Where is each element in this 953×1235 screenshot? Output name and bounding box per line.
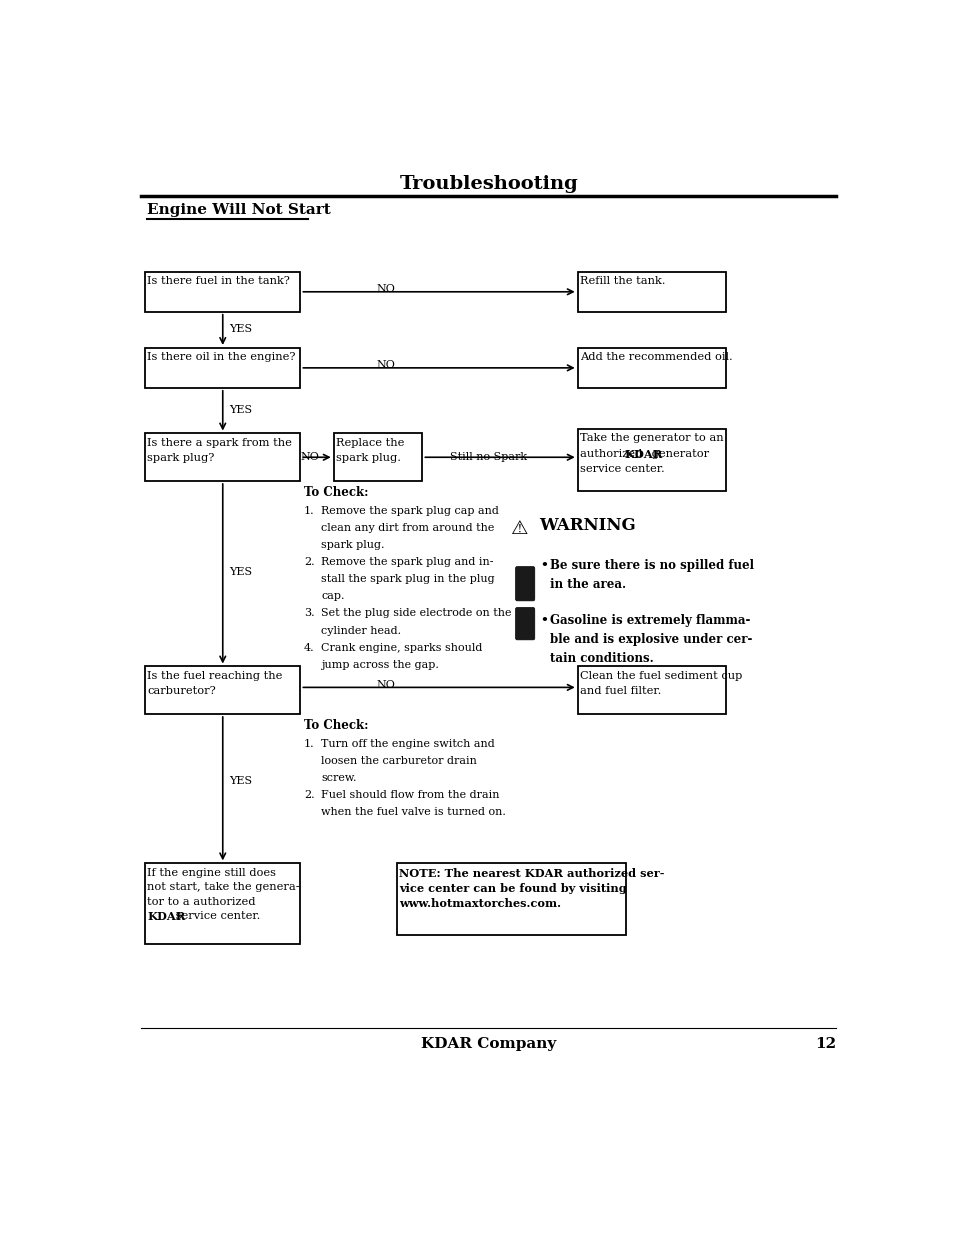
Text: 1.: 1. <box>304 506 314 516</box>
Text: •: • <box>540 614 548 627</box>
FancyBboxPatch shape <box>577 429 724 490</box>
Text: 1.: 1. <box>304 739 314 748</box>
Text: screw.: screw. <box>321 773 356 783</box>
Text: KDAR: KDAR <box>623 448 661 459</box>
Text: NO: NO <box>300 452 319 462</box>
Text: Engine Will Not Start: Engine Will Not Start <box>147 203 331 217</box>
Text: KDAR: KDAR <box>147 911 186 921</box>
Text: service center.: service center. <box>172 911 260 921</box>
FancyBboxPatch shape <box>577 348 724 388</box>
Text: Still no Spark: Still no Spark <box>450 452 527 462</box>
Text: cylinder head.: cylinder head. <box>321 626 401 636</box>
Text: service center.: service center. <box>579 464 664 474</box>
Text: spark plug.: spark plug. <box>321 540 384 550</box>
Text: Be sure there is no spilled fuel: Be sure there is no spilled fuel <box>550 559 754 572</box>
Text: YES: YES <box>229 324 252 335</box>
FancyBboxPatch shape <box>145 348 300 388</box>
Text: To Check:: To Check: <box>304 719 368 732</box>
Text: If the engine still does: If the engine still does <box>147 868 276 878</box>
FancyBboxPatch shape <box>145 863 300 944</box>
FancyBboxPatch shape <box>577 272 724 311</box>
Text: clean any dirt from around the: clean any dirt from around the <box>321 522 494 532</box>
Text: YES: YES <box>229 567 252 577</box>
Text: stall the spark plug in the plug: stall the spark plug in the plug <box>321 574 495 584</box>
Text: www.hotmaxtorches.com.: www.hotmaxtorches.com. <box>398 899 560 909</box>
Text: authorized: authorized <box>579 448 645 458</box>
Text: Gasoline is extremely flamma-: Gasoline is extremely flamma- <box>550 614 750 627</box>
Text: Replace the: Replace the <box>335 438 404 448</box>
Text: Turn off the engine switch and: Turn off the engine switch and <box>321 739 495 748</box>
Text: carburetor?: carburetor? <box>147 687 216 697</box>
Text: in the area.: in the area. <box>550 578 626 592</box>
Text: Take the generator to an: Take the generator to an <box>579 433 722 443</box>
Text: Add the recommended oil.: Add the recommended oil. <box>579 352 732 362</box>
Text: generator: generator <box>647 448 708 458</box>
Text: cap.: cap. <box>321 592 344 601</box>
Text: spark plug.: spark plug. <box>335 453 400 463</box>
Text: Remove the spark plug and in-: Remove the spark plug and in- <box>321 557 493 567</box>
FancyBboxPatch shape <box>145 667 300 714</box>
Text: when the fuel valve is turned on.: when the fuel valve is turned on. <box>321 808 505 818</box>
Text: 2.: 2. <box>304 790 314 800</box>
FancyBboxPatch shape <box>515 608 535 640</box>
Text: Is there fuel in the tank?: Is there fuel in the tank? <box>147 275 290 285</box>
Text: •: • <box>540 559 548 572</box>
FancyBboxPatch shape <box>145 272 300 311</box>
Text: vice center can be found by visiting: vice center can be found by visiting <box>398 883 626 894</box>
FancyBboxPatch shape <box>515 567 535 601</box>
Text: NOTE: The nearest KDAR authorized ser-: NOTE: The nearest KDAR authorized ser- <box>398 868 663 879</box>
Text: YES: YES <box>229 405 252 415</box>
FancyBboxPatch shape <box>396 863 625 935</box>
Text: To Check:: To Check: <box>304 485 368 499</box>
Text: tor to a authorized: tor to a authorized <box>147 897 255 906</box>
Text: not start, take the genera-: not start, take the genera- <box>147 882 299 893</box>
Text: spark plug?: spark plug? <box>147 453 214 463</box>
Text: and fuel filter.: and fuel filter. <box>579 687 660 697</box>
Text: 3.: 3. <box>304 609 314 619</box>
Text: Set the plug side electrode on the: Set the plug side electrode on the <box>321 609 511 619</box>
Text: Fuel should flow from the drain: Fuel should flow from the drain <box>321 790 499 800</box>
Text: ble and is explosive under cer-: ble and is explosive under cer- <box>550 634 752 646</box>
Text: NO: NO <box>375 679 395 690</box>
Text: Is there a spark from the: Is there a spark from the <box>147 438 292 448</box>
Text: WARNING: WARNING <box>538 517 636 535</box>
Text: Clean the fuel sediment cup: Clean the fuel sediment cup <box>579 672 741 682</box>
Text: KDAR Company: KDAR Company <box>421 1037 556 1051</box>
Text: Crank engine, sparks should: Crank engine, sparks should <box>321 642 482 652</box>
Text: 2.: 2. <box>304 557 314 567</box>
Text: Is there oil in the engine?: Is there oil in the engine? <box>147 352 295 362</box>
Text: Refill the tank.: Refill the tank. <box>579 275 664 285</box>
FancyBboxPatch shape <box>334 433 422 482</box>
Text: 12: 12 <box>815 1037 836 1051</box>
Text: Remove the spark plug cap and: Remove the spark plug cap and <box>321 506 498 516</box>
Text: tain conditions.: tain conditions. <box>550 652 654 666</box>
Text: Troubleshooting: Troubleshooting <box>399 175 578 194</box>
Text: 4.: 4. <box>304 642 314 652</box>
Text: loosen the carburetor drain: loosen the carburetor drain <box>321 756 476 766</box>
Text: NO: NO <box>375 284 395 294</box>
Text: ⚠: ⚠ <box>511 519 528 538</box>
Text: jump across the gap.: jump across the gap. <box>321 659 438 669</box>
Text: YES: YES <box>229 776 252 785</box>
Text: NO: NO <box>375 361 395 370</box>
FancyBboxPatch shape <box>577 667 724 714</box>
FancyBboxPatch shape <box>145 433 300 482</box>
Text: Is the fuel reaching the: Is the fuel reaching the <box>147 672 282 682</box>
